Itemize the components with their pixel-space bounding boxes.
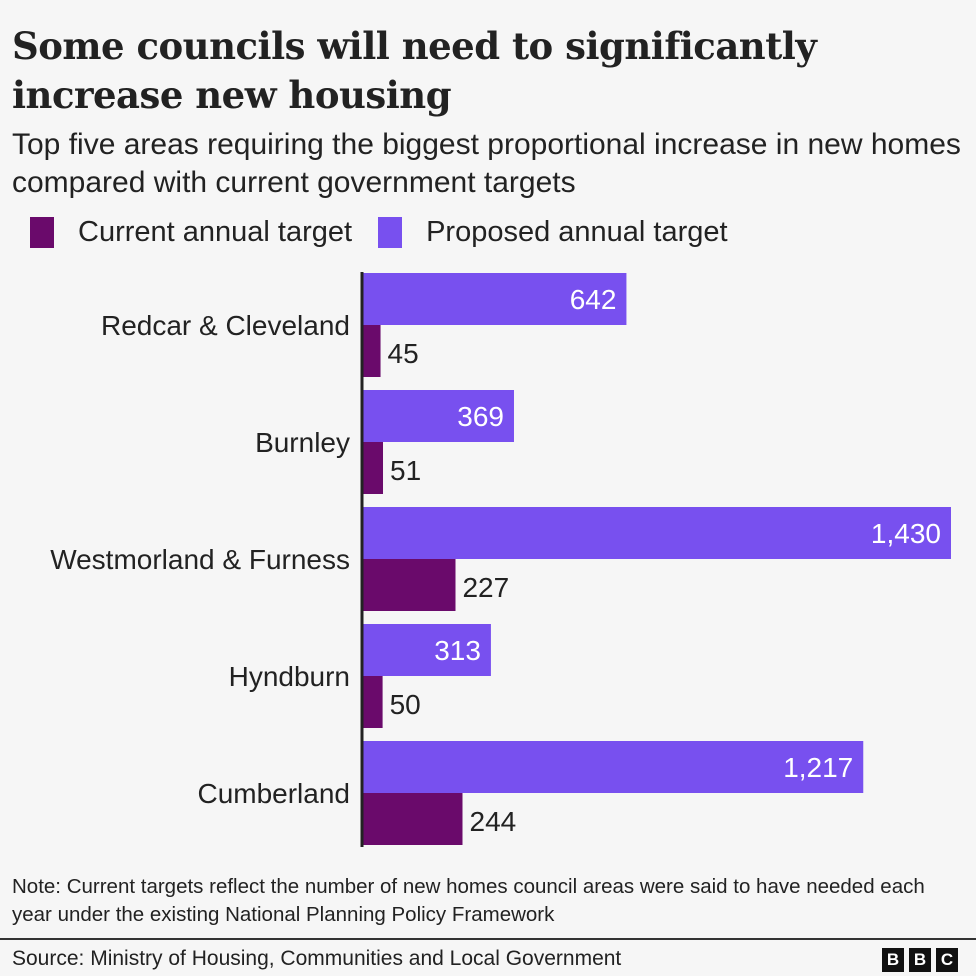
data-label-current: 227: [462, 572, 509, 603]
bar-chart: Redcar & Cleveland 642 45 Burnley 369 51 Westm…: [50, 272, 951, 847]
category-label: Redcar & Cleveland: [101, 310, 350, 341]
bar-proposed: [362, 507, 951, 559]
legend-swatch-proposed: [378, 217, 403, 248]
legend-item-proposed: Proposed annual target: [378, 216, 728, 249]
data-label-proposed: 1,217: [783, 752, 853, 783]
data-label-proposed: 1,430: [871, 518, 941, 549]
chart-subtitle: Top five areas requiring the biggest pro…: [12, 128, 961, 199]
data-label-proposed: 642: [570, 284, 617, 315]
bar-current: [362, 442, 384, 494]
footnote: Note: Current targets reflect the number…: [12, 875, 925, 926]
bar-proposed: [362, 741, 864, 793]
bbc-logo-letter: C: [936, 948, 958, 972]
bar-proposed: [362, 273, 627, 325]
chart-title: Some councils will need to significantly…: [12, 24, 817, 117]
bar-current: [362, 559, 456, 611]
bar-current: [362, 676, 383, 728]
footer-divider: [0, 938, 976, 940]
bar-current: [362, 793, 463, 845]
data-label-current: 50: [390, 689, 421, 720]
source-text: Source: Ministry of Housing, Communities…: [12, 947, 622, 970]
bar-proposed: [362, 624, 491, 676]
bar-current: [362, 325, 381, 377]
legend-item-current: Current annual target: [30, 216, 352, 249]
data-label-proposed: 369: [457, 401, 504, 432]
data-label-current: 51: [390, 455, 421, 486]
legend: Current annual target Proposed annual ta…: [30, 216, 754, 249]
category-label: Cumberland: [197, 778, 350, 809]
legend-label-proposed: Proposed annual target: [426, 216, 728, 248]
bbc-logo-letter: B: [909, 948, 931, 972]
bar-proposed: [362, 390, 514, 442]
data-label-current: 45: [388, 338, 419, 369]
bbc-logo: B B C: [877, 948, 958, 972]
category-label: Burnley: [255, 427, 350, 458]
legend-label-current: Current annual target: [78, 216, 353, 248]
category-label: Westmorland & Furness: [50, 544, 350, 575]
data-label-proposed: 313: [434, 635, 481, 666]
bbc-logo-letter: B: [882, 948, 904, 972]
legend-swatch-current: [30, 217, 54, 248]
data-label-current: 244: [470, 806, 517, 837]
category-label: Hyndburn: [229, 661, 350, 692]
